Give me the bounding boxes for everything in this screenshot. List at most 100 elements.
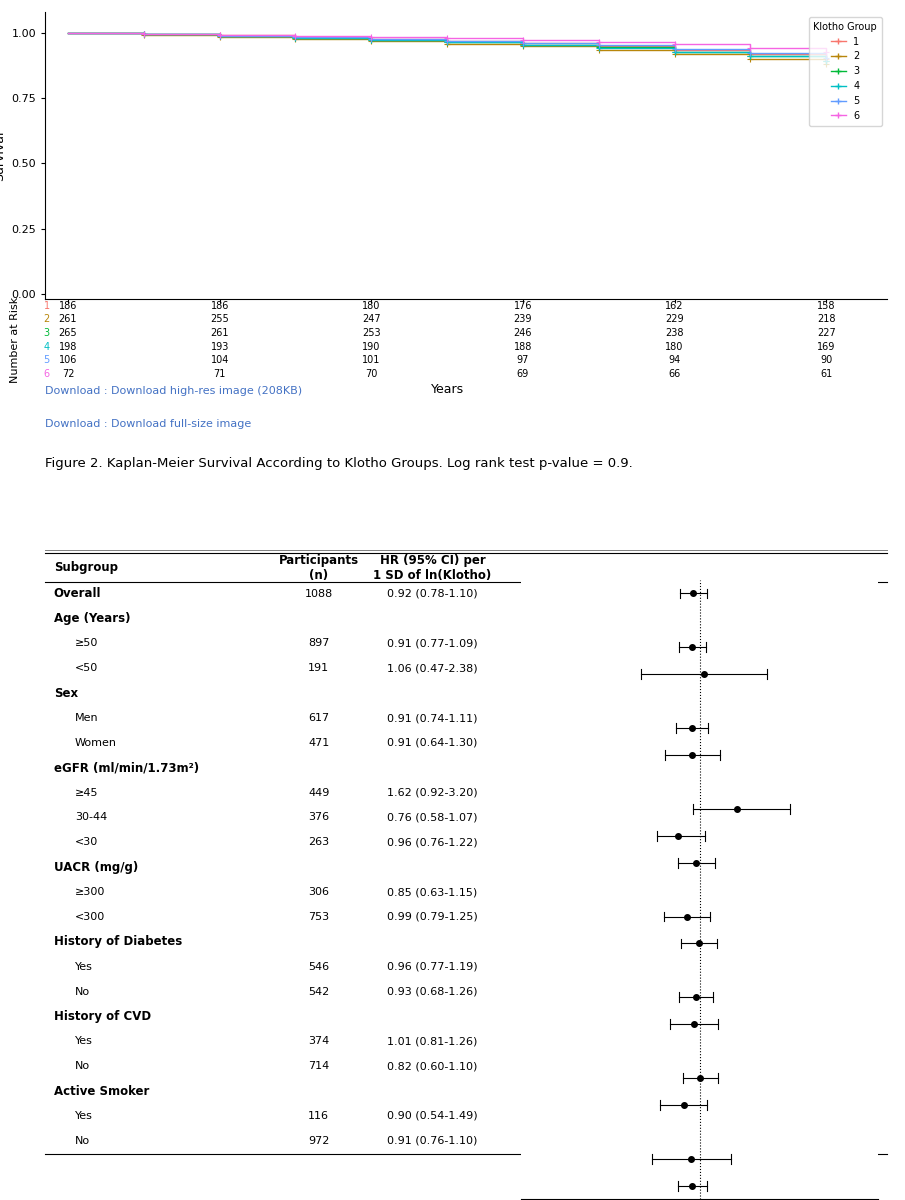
Text: 897: 897 xyxy=(308,638,329,648)
Text: Age (Years): Age (Years) xyxy=(53,612,130,625)
Text: 374: 374 xyxy=(309,1037,329,1046)
Text: 1.01 (0.81-1.26): 1.01 (0.81-1.26) xyxy=(387,1037,478,1046)
Text: 191: 191 xyxy=(309,664,329,673)
Text: Yes: Yes xyxy=(75,1037,92,1046)
Text: 3: 3 xyxy=(43,328,50,338)
Text: 106: 106 xyxy=(59,355,77,366)
Text: 94: 94 xyxy=(669,355,681,366)
Text: 101: 101 xyxy=(362,355,380,366)
Text: 261: 261 xyxy=(59,314,77,324)
Text: 376: 376 xyxy=(309,812,329,822)
Text: 255: 255 xyxy=(210,314,229,324)
Text: 158: 158 xyxy=(817,301,835,311)
Text: Download : Download full-size image: Download : Download full-size image xyxy=(45,419,252,428)
Text: 72: 72 xyxy=(62,370,74,379)
Text: ≥300: ≥300 xyxy=(75,887,105,898)
Text: Yes: Yes xyxy=(75,961,92,972)
Text: 4: 4 xyxy=(43,342,50,352)
Text: Sex: Sex xyxy=(53,686,78,700)
Text: 5: 5 xyxy=(43,355,50,366)
Text: Years: Years xyxy=(431,383,463,396)
Text: 471: 471 xyxy=(309,738,329,748)
Text: 1.62 (0.92-3.20): 1.62 (0.92-3.20) xyxy=(387,787,478,798)
Text: 218: 218 xyxy=(817,314,835,324)
Text: 227: 227 xyxy=(817,328,835,338)
Text: ≥45: ≥45 xyxy=(75,787,99,798)
Text: 190: 190 xyxy=(362,342,380,352)
Text: 180: 180 xyxy=(665,342,684,352)
Text: 1.06 (0.47-2.38): 1.06 (0.47-2.38) xyxy=(387,664,478,673)
Text: 186: 186 xyxy=(59,301,77,311)
Text: 0.93 (0.68-1.26): 0.93 (0.68-1.26) xyxy=(387,986,478,996)
Text: 193: 193 xyxy=(211,342,229,352)
Text: Women: Women xyxy=(75,738,117,748)
Text: 116: 116 xyxy=(309,1111,329,1121)
Text: 542: 542 xyxy=(309,986,329,996)
Text: 0.91 (0.64-1.30): 0.91 (0.64-1.30) xyxy=(387,738,478,748)
Text: Active Smoker: Active Smoker xyxy=(53,1085,149,1098)
Y-axis label: Survival: Survival xyxy=(0,131,6,181)
Text: 0.82 (0.60-1.10): 0.82 (0.60-1.10) xyxy=(387,1061,478,1072)
Text: 2: 2 xyxy=(43,314,50,324)
Text: 0.91 (0.74-1.11): 0.91 (0.74-1.11) xyxy=(387,713,478,724)
Text: HR (95% CI) per
1 SD of ln(Klotho): HR (95% CI) per 1 SD of ln(Klotho) xyxy=(373,553,491,582)
Text: 1088: 1088 xyxy=(305,589,333,599)
Text: 253: 253 xyxy=(362,328,381,338)
Text: 61: 61 xyxy=(820,370,833,379)
Text: 0.90 (0.54-1.49): 0.90 (0.54-1.49) xyxy=(387,1111,478,1121)
Text: 263: 263 xyxy=(309,838,329,847)
Text: <30: <30 xyxy=(75,838,98,847)
Text: 169: 169 xyxy=(817,342,835,352)
Text: 90: 90 xyxy=(820,355,833,366)
Legend: 1, 2, 3, 4, 5, 6: 1, 2, 3, 4, 5, 6 xyxy=(808,17,882,126)
Text: eGFR (ml/min/1.73m²): eGFR (ml/min/1.73m²) xyxy=(53,761,199,774)
Text: History of Diabetes: History of Diabetes xyxy=(53,935,182,948)
Text: 30-44: 30-44 xyxy=(75,812,107,822)
Text: 162: 162 xyxy=(665,301,684,311)
Text: 546: 546 xyxy=(309,961,329,972)
Text: No: No xyxy=(75,1135,90,1146)
Text: 0.85 (0.63-1.15): 0.85 (0.63-1.15) xyxy=(387,887,478,898)
Text: 180: 180 xyxy=(362,301,380,311)
Text: 0.96 (0.77-1.19): 0.96 (0.77-1.19) xyxy=(387,961,478,972)
Text: 71: 71 xyxy=(214,370,226,379)
Text: 69: 69 xyxy=(517,370,529,379)
Text: 0.99 (0.79-1.25): 0.99 (0.79-1.25) xyxy=(387,912,478,922)
Text: 239: 239 xyxy=(514,314,532,324)
Text: 186: 186 xyxy=(211,301,229,311)
Text: 238: 238 xyxy=(665,328,684,338)
Text: 247: 247 xyxy=(362,314,381,324)
Text: Number at Risk: Number at Risk xyxy=(10,296,20,383)
Text: 617: 617 xyxy=(309,713,329,724)
Text: 229: 229 xyxy=(665,314,684,324)
Text: 246: 246 xyxy=(514,328,532,338)
Text: Overall: Overall xyxy=(53,587,101,600)
Text: <50: <50 xyxy=(75,664,98,673)
Text: History of CVD: History of CVD xyxy=(53,1010,151,1022)
Text: Men: Men xyxy=(75,713,99,724)
Text: Figure 2. Kaplan-Meier Survival According to Klotho Groups. Log rank test p-valu: Figure 2. Kaplan-Meier Survival Accordin… xyxy=(45,457,633,470)
Text: 0.91 (0.76-1.10): 0.91 (0.76-1.10) xyxy=(387,1135,478,1146)
Text: 0.96 (0.76-1.22): 0.96 (0.76-1.22) xyxy=(387,838,478,847)
Text: 714: 714 xyxy=(309,1061,329,1072)
Text: Yes: Yes xyxy=(75,1111,92,1121)
Text: 972: 972 xyxy=(308,1135,329,1146)
Text: 97: 97 xyxy=(517,355,529,366)
Text: <300: <300 xyxy=(75,912,105,922)
Text: 261: 261 xyxy=(210,328,229,338)
Text: ≥50: ≥50 xyxy=(75,638,98,648)
Text: 1: 1 xyxy=(43,301,50,311)
Text: 188: 188 xyxy=(514,342,532,352)
Text: 70: 70 xyxy=(365,370,377,379)
Text: No: No xyxy=(75,986,90,996)
Text: 176: 176 xyxy=(514,301,532,311)
Text: Participants
(n): Participants (n) xyxy=(279,553,359,582)
Text: UACR (mg/g): UACR (mg/g) xyxy=(53,860,138,874)
Text: 104: 104 xyxy=(211,355,229,366)
Text: No: No xyxy=(75,1061,90,1072)
Text: 265: 265 xyxy=(59,328,77,338)
Text: 306: 306 xyxy=(309,887,329,898)
Text: Subgroup: Subgroup xyxy=(53,562,118,574)
Text: 0.91 (0.77-1.09): 0.91 (0.77-1.09) xyxy=(387,638,478,648)
Text: 0.76 (0.58-1.07): 0.76 (0.58-1.07) xyxy=(387,812,478,822)
